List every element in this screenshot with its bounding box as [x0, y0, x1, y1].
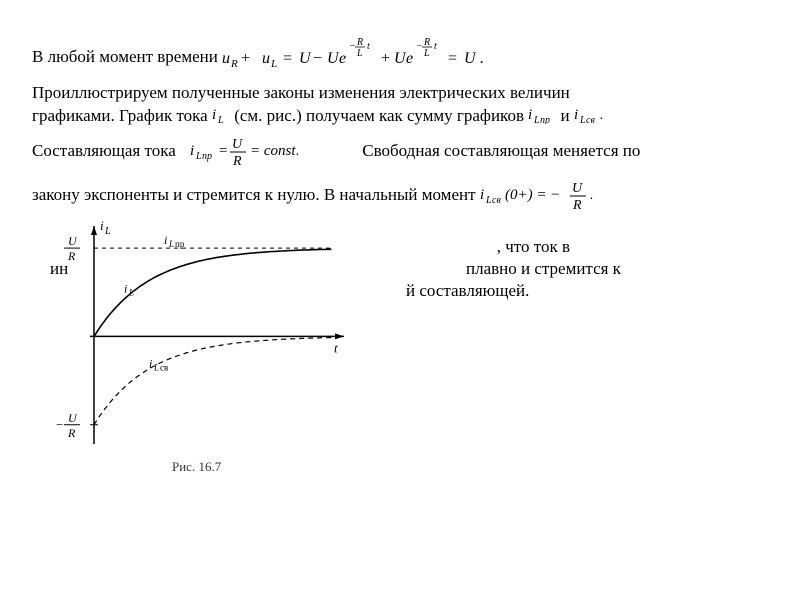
paragraph-2: Проиллюстрируем полученные законы измене…: [32, 82, 768, 128]
svg-text:= const: = const: [250, 143, 296, 159]
chart-svg: iLUR−URtiL прiLiL св: [32, 218, 362, 478]
paragraph-4: закону экспоненты и стремится к нулю. В …: [32, 178, 768, 212]
svg-text:−: −: [56, 417, 63, 432]
figure-16-7: iLUR−URtiL прiLiL св Рис. 16.7: [32, 218, 362, 478]
svg-text:U: U: [68, 411, 78, 425]
p2c: (см. рис.) получаем как сумму графиков: [234, 106, 528, 125]
svg-text:U: U: [232, 137, 243, 152]
svg-text:L: L: [485, 195, 492, 206]
svg-text:e: e: [339, 50, 346, 67]
svg-text:i: i: [124, 281, 127, 295]
svg-text:.: .: [296, 144, 300, 159]
svg-text:=: =: [282, 50, 293, 67]
svg-text:L: L: [533, 115, 540, 124]
svg-text:i: i: [574, 107, 578, 123]
p3a: Составляющая тока: [32, 141, 176, 160]
svg-text:св: св: [492, 195, 501, 206]
svg-text:i: i: [100, 218, 104, 233]
svg-text:+: +: [240, 50, 251, 67]
svg-text:L: L: [579, 115, 586, 124]
svg-text:+: +: [380, 50, 391, 67]
svg-text:L: L: [423, 48, 430, 59]
svg-text:св: св: [586, 115, 595, 124]
svg-text:−: −: [416, 41, 423, 52]
svg-text:−: −: [349, 41, 356, 52]
svg-text:U: U: [572, 181, 583, 196]
svg-text:пр: пр: [202, 151, 212, 162]
svg-text:i: i: [149, 356, 152, 370]
svg-text:i: i: [480, 187, 484, 203]
svg-text:L: L: [153, 362, 159, 372]
svg-text:=: =: [447, 50, 458, 67]
figure-wrap: , что ток в ин плавно и стремится к й со…: [32, 218, 768, 478]
svg-text:R: R: [67, 426, 76, 440]
svg-text:i: i: [190, 143, 194, 159]
svg-text:R: R: [572, 198, 582, 212]
inline-iLsv: i L св .: [574, 106, 606, 125]
svg-text:U: U: [68, 234, 78, 248]
svg-text:−: −: [312, 50, 323, 67]
svg-text:(0+) = −: (0+) = −: [505, 187, 560, 203]
svg-text:L: L: [195, 151, 202, 162]
svg-text:L: L: [128, 287, 134, 297]
svg-text:R: R: [423, 37, 430, 48]
svg-text:R: R: [356, 37, 363, 48]
p1-text: В любой момент времени: [32, 47, 222, 66]
svg-text:i: i: [164, 233, 167, 247]
svg-text:L: L: [217, 115, 224, 124]
svg-text:e: e: [406, 50, 413, 67]
svg-text:L: L: [356, 48, 363, 59]
svg-text:пр: пр: [540, 115, 550, 124]
p4a: закону экспоненты и стремится к нулю. В …: [32, 185, 480, 204]
svg-text:.: .: [480, 50, 484, 67]
behind-c: плавно и стремится к: [466, 259, 621, 278]
svg-text:пр: пр: [175, 239, 185, 249]
p2b: графиками. График тока: [32, 106, 212, 125]
paragraph-1: В любой момент времени u R + u L = U − U…: [32, 36, 768, 76]
inline-iLpr: i L пр: [528, 106, 560, 125]
p3b: Свободная составляющая меняется по: [362, 141, 640, 160]
svg-text:R: R: [232, 154, 242, 168]
svg-text:R: R: [230, 58, 238, 70]
svg-text:L: L: [270, 58, 277, 70]
svg-text:t: t: [334, 340, 338, 355]
paragraph-3: Составляющая тока i L пр = U R = const .…: [32, 134, 768, 168]
text-under-figure: , что ток в ин плавно и стремится к й со…: [290, 236, 770, 259]
p2a: Проиллюстрируем полученные законы измене…: [32, 83, 570, 102]
svg-text:t: t: [367, 41, 370, 52]
and: и: [560, 106, 573, 125]
svg-text:u: u: [222, 50, 230, 67]
equation-2: i L пр = U R = const .: [180, 141, 362, 160]
svg-text:L: L: [168, 239, 174, 249]
svg-text:.: .: [590, 188, 594, 203]
svg-text:=: =: [218, 143, 228, 159]
svg-text:t: t: [434, 41, 437, 52]
svg-text:.: .: [600, 108, 604, 123]
svg-text:U: U: [464, 50, 477, 67]
equation-1: u R + u L = U − U e − R L t + U e: [222, 47, 522, 66]
inline-iL: i L: [212, 106, 234, 125]
svg-text:U: U: [299, 50, 312, 67]
svg-text:L: L: [104, 226, 111, 237]
svg-text:i: i: [212, 107, 216, 123]
svg-text:R: R: [67, 249, 76, 263]
svg-text:i: i: [528, 107, 532, 123]
equation-3: i L св (0+) = − U R .: [480, 185, 620, 204]
svg-text:св: св: [160, 362, 168, 372]
behind-a: , что ток в: [497, 237, 570, 256]
figure-caption: Рис. 16.7: [172, 458, 221, 476]
behind-d: й составляющей.: [406, 281, 529, 300]
svg-text:u: u: [262, 50, 270, 67]
